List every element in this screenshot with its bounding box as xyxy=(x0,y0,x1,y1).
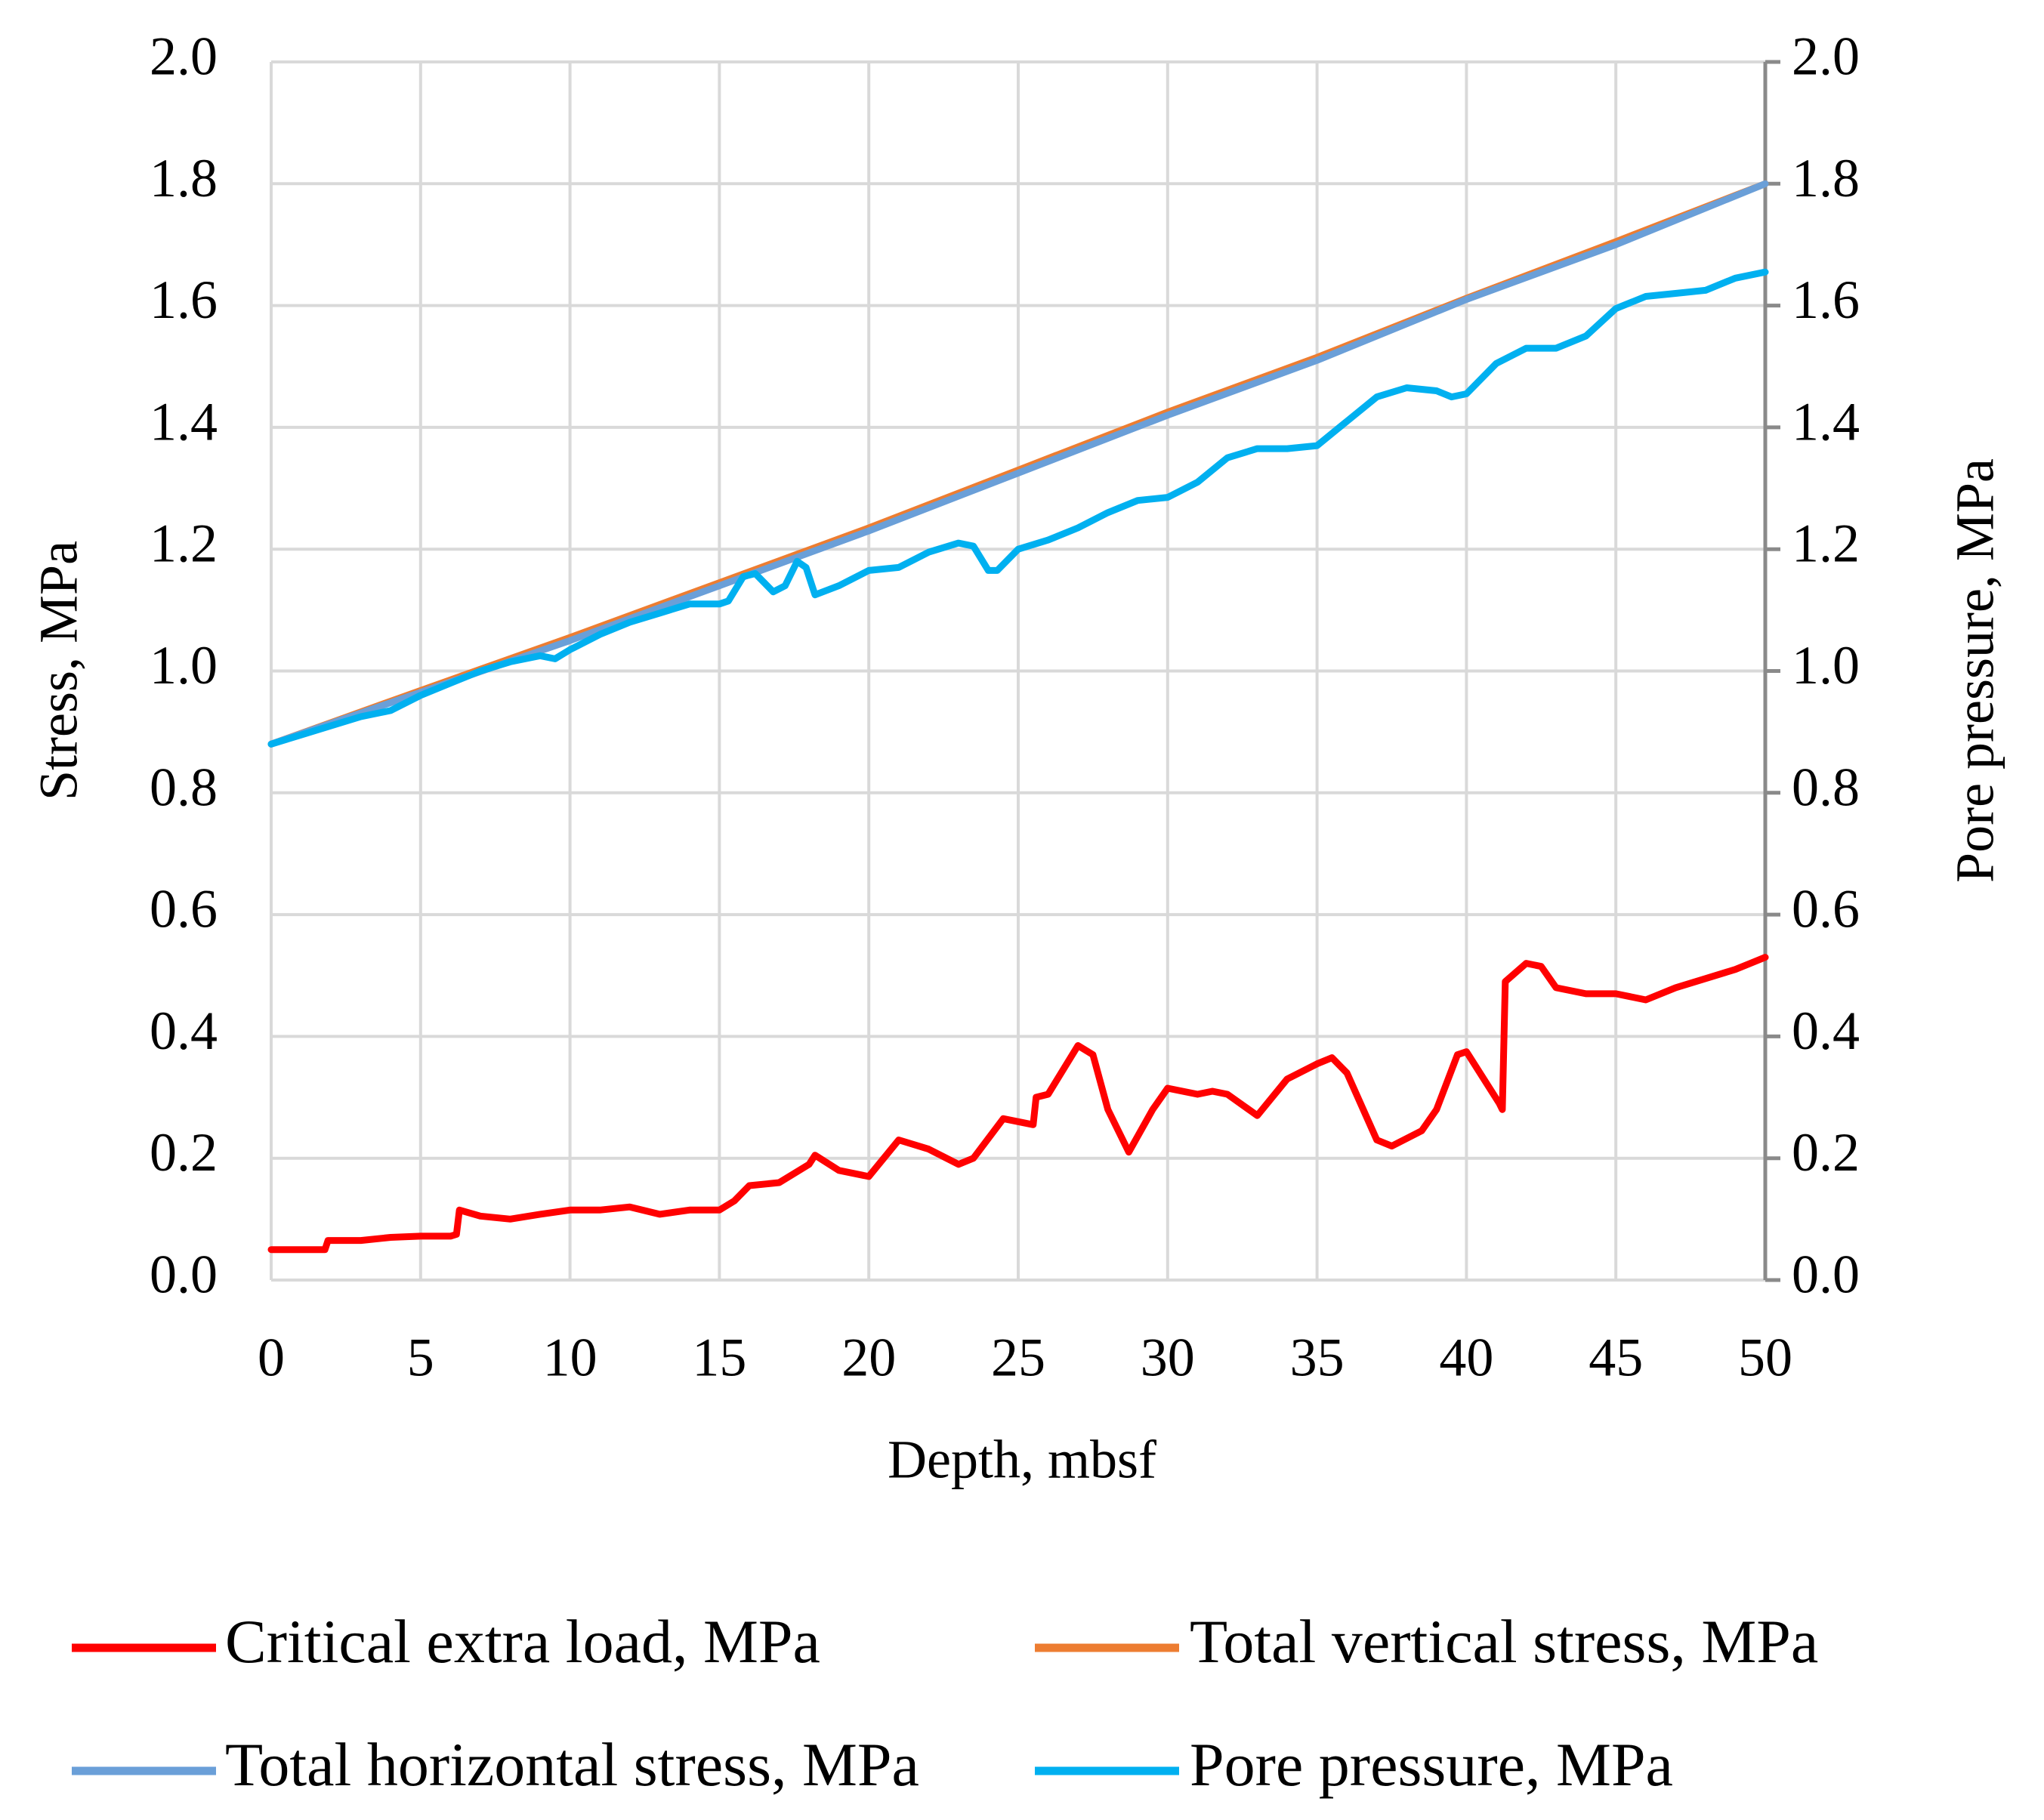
x-tick-label: 45 xyxy=(1589,1328,1643,1388)
y-tick-label: 1.6 xyxy=(150,270,218,330)
y-tick-label: 1.4 xyxy=(150,391,218,452)
legend-label: Critical extra load, MPa xyxy=(225,1607,820,1676)
y-tick-label: 0.8 xyxy=(150,757,218,817)
x-tick-label: 40 xyxy=(1439,1328,1493,1388)
y2-tick-label: 0.8 xyxy=(1792,757,1860,817)
x-tick-label: 0 xyxy=(258,1328,285,1388)
y2-tick-label: 0.6 xyxy=(1792,879,1860,939)
x-tick-label: 10 xyxy=(543,1328,597,1388)
legend-label: Pore pressure, MPa xyxy=(1190,1730,1673,1799)
x-tick-label: 20 xyxy=(841,1328,896,1388)
y-axis-label: Stress, MPa xyxy=(29,541,89,800)
x-tick-label: 5 xyxy=(407,1328,434,1388)
y2-tick-label: 1.6 xyxy=(1792,270,1860,330)
y2-tick-label: 0.4 xyxy=(1792,1001,1860,1061)
y-tick-label: 0.2 xyxy=(150,1122,218,1183)
x-tick-label: 50 xyxy=(1738,1328,1792,1388)
y-tick-label: 0.4 xyxy=(150,1001,218,1061)
y2-tick-label: 1.0 xyxy=(1792,635,1860,696)
legend-label: Total horizontal stress, MPa xyxy=(225,1730,919,1799)
y-tick-label: 1.0 xyxy=(150,635,218,696)
y2-axis-label: Pore pressure, MPa xyxy=(1945,458,2005,883)
y2-tick-label: 1.8 xyxy=(1792,148,1860,208)
y2-tick-label: 1.4 xyxy=(1792,391,1860,452)
legend-label: Total vertical stress, MPa xyxy=(1190,1607,1818,1676)
y2-tick-label: 0.2 xyxy=(1792,1122,1860,1183)
series-line xyxy=(267,954,1769,1254)
y2-tick-label: 0.0 xyxy=(1792,1245,1860,1305)
x-tick-label: 35 xyxy=(1290,1328,1345,1388)
y-tick-label: 0.6 xyxy=(150,879,218,939)
y-tick-label: 0.0 xyxy=(150,1245,218,1305)
y-tick-label: 2.0 xyxy=(150,26,218,87)
y2-tick-label: 2.0 xyxy=(1792,26,1860,87)
series-line xyxy=(267,268,1769,748)
x-tick-label: 30 xyxy=(1141,1328,1195,1388)
x-tick-label: 25 xyxy=(991,1328,1045,1388)
y-tick-label: 1.8 xyxy=(150,148,218,208)
y-tick-label: 1.2 xyxy=(150,514,218,574)
x-axis-label: Depth, mbsf xyxy=(888,1430,1156,1490)
x-tick-label: 15 xyxy=(692,1328,746,1388)
y2-tick-label: 1.2 xyxy=(1792,514,1860,574)
